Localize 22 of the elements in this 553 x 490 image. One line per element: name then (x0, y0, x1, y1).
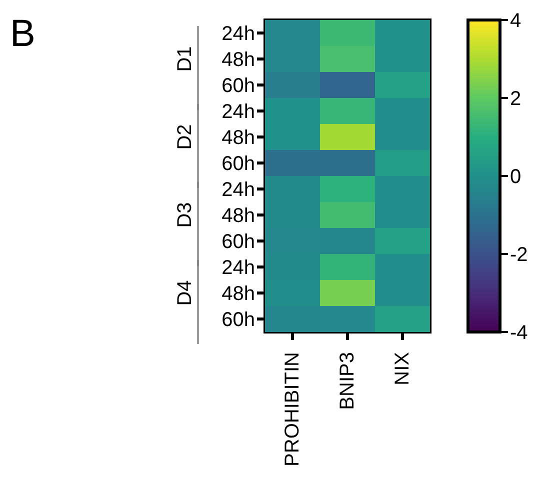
color-bar-label: -4 (510, 322, 528, 344)
chart-title: B (10, 13, 36, 55)
x-tick-label: BNIP3 (336, 352, 358, 410)
color-bar-label: 4 (510, 10, 522, 32)
y-tick-label: 60h (222, 75, 255, 98)
group-labels: D1 D2 D3 D4 (150, 0, 210, 352)
y-tick-label: 48h (222, 205, 255, 228)
y-tick-label: 60h (222, 153, 255, 176)
y-tick-label: 48h (222, 127, 255, 150)
color-bar-label: 0 (510, 166, 522, 188)
x-tick-label: PROHIBITIN (282, 352, 304, 466)
y-tick-label: 24h (222, 101, 255, 124)
x-tick-label: NIX (392, 352, 414, 386)
y-tick-label: 24h (222, 23, 255, 46)
color-bar-label: -2 (510, 244, 528, 266)
y-tick-label: 48h (222, 283, 255, 306)
y-tick-label: 24h (222, 179, 255, 202)
color-bar-label: 2 (510, 88, 522, 110)
y-tick-label: 60h (222, 309, 255, 332)
y-tick-label: 24h (222, 257, 255, 280)
y-tick-label: 60h (222, 231, 255, 254)
y-tick-label: 48h (222, 49, 255, 72)
